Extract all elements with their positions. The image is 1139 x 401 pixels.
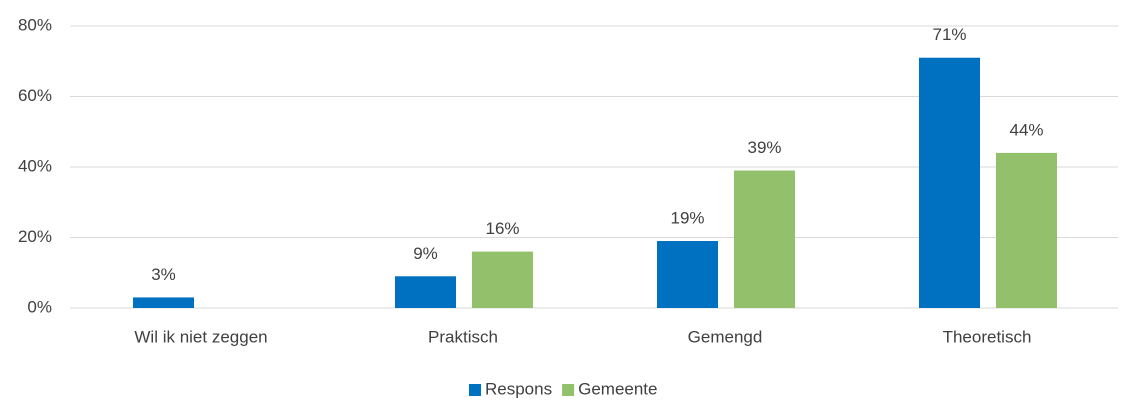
bar <box>996 152 1057 308</box>
bar <box>133 297 194 308</box>
legend-label: Gemeente <box>578 379 657 398</box>
y-tick-label: 80% <box>18 15 52 34</box>
bar <box>734 170 795 308</box>
legend-label: Respons <box>485 379 552 398</box>
value-label: 39% <box>747 138 781 157</box>
bar <box>657 241 718 308</box>
value-label: 3% <box>151 265 176 284</box>
y-tick-label: 20% <box>18 227 52 246</box>
x-tick-label: Praktisch <box>428 327 498 346</box>
value-label: 19% <box>670 209 704 228</box>
legend-swatch <box>562 384 575 396</box>
y-tick-label: 0% <box>27 297 52 316</box>
value-label: 9% <box>413 244 438 263</box>
y-tick-label: 40% <box>18 156 52 175</box>
bar <box>395 276 456 308</box>
legend-swatch <box>469 384 481 396</box>
x-tick-label: Gemengd <box>688 327 763 346</box>
y-tick-label: 60% <box>18 86 52 105</box>
value-label: 16% <box>485 219 519 238</box>
bar <box>919 57 980 308</box>
x-tick-label: Wil ik niet zeggen <box>134 327 267 346</box>
bar <box>472 251 533 308</box>
value-label: 44% <box>1009 120 1043 139</box>
x-tick-label: Theoretisch <box>943 327 1032 346</box>
value-label: 71% <box>932 25 966 44</box>
